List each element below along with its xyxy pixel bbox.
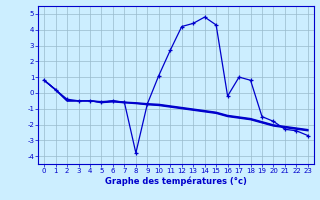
X-axis label: Graphe des températures (°c): Graphe des températures (°c) bbox=[105, 177, 247, 186]
